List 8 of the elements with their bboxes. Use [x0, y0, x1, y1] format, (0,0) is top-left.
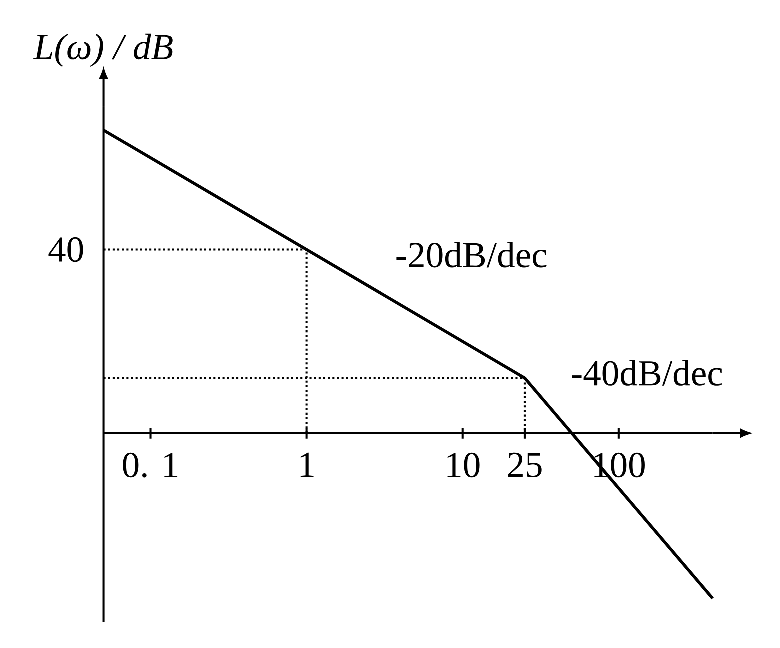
- annotation: -20dB/dec: [396, 242, 547, 268]
- annotation: -40dB/dec: [572, 360, 722, 386]
- y-axis-title: L(ω) / dB: [33, 34, 173, 67]
- x-tick-label: 1: [300, 452, 314, 477]
- x-tick-label: 0. 1: [123, 452, 178, 478]
- x-tick-label: 10: [448, 452, 480, 478]
- x-tick-label: 25: [508, 452, 542, 478]
- annotation: 40: [48, 237, 84, 262]
